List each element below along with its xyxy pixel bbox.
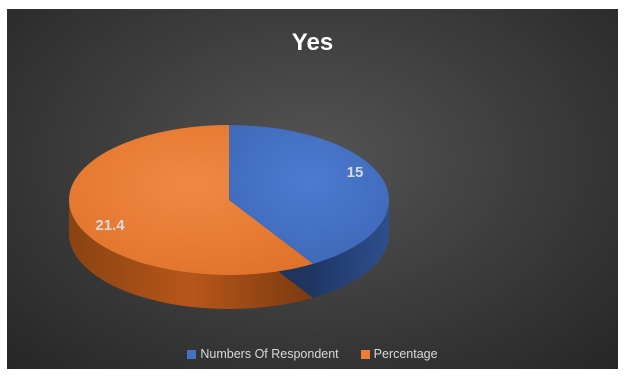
pie-wall-1 [69, 200, 313, 310]
pie-slice-1 [68, 125, 313, 275]
legend-item-numbers-of-respondent: Numbers Of Respondent [187, 347, 339, 361]
data-label-1: 21.4 [95, 217, 125, 234]
legend-label: Percentage [373, 347, 438, 361]
legend-swatch-blue [187, 349, 197, 359]
pie-slice-0 [229, 125, 389, 264]
legend: Numbers Of Respondent Percentage [7, 347, 618, 361]
pie-wall-0 [312, 200, 389, 298]
legend-label: Numbers Of Respondent [200, 347, 339, 361]
chart-title: Yes [291, 29, 334, 56]
data-label-0: 15 [347, 164, 364, 181]
pie-chart: 15 21.4 [68, 125, 389, 310]
legend-item-percentage: Percentage [360, 347, 438, 361]
legend-swatch-orange [360, 349, 370, 359]
chart-area: Yes 15 21.4 Numbers O [7, 9, 618, 369]
